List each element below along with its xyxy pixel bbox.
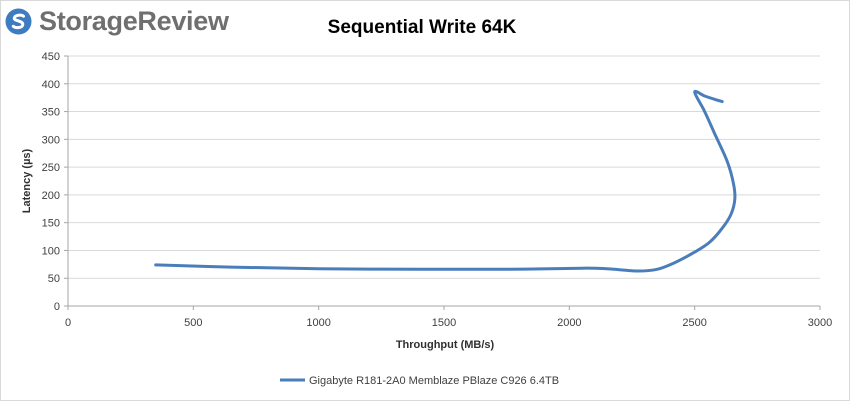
x-tick-labels: 0 500 1000 1500 2000 2500 3000 <box>65 317 832 329</box>
series-layer <box>154 89 737 273</box>
brand-icon <box>5 8 32 34</box>
legend: Gigabyte R181-2A0 Memblaze PBlaze C926 6… <box>280 375 559 387</box>
x-tick-label-1500: 1500 <box>432 317 456 329</box>
chart-title: Sequential Write 64K <box>328 17 517 38</box>
y-axis-title: Latency (µs) <box>21 148 33 213</box>
x-tick-label-0: 0 <box>65 317 71 329</box>
y-tick-label-0: 0 <box>54 301 60 313</box>
y-tick-label-300: 300 <box>42 134 60 146</box>
y-tick-label-450: 450 <box>42 51 60 63</box>
y-tick-label-250: 250 <box>42 162 60 174</box>
axes <box>64 55 821 310</box>
x-tick-label-500: 500 <box>184 317 202 329</box>
legend-label: Gigabyte R181-2A0 Memblaze PBlaze C926 6… <box>309 375 559 387</box>
grid-lines <box>68 55 820 279</box>
x-tick-label-2000: 2000 <box>557 317 581 329</box>
y-tick-label-150: 150 <box>42 218 60 230</box>
y-tick-label-350: 350 <box>42 107 60 119</box>
x-axis-title: Throughput (MB/s) <box>396 339 495 351</box>
y-tick-label-100: 100 <box>42 245 60 257</box>
y-tick-labels: 0 50 100 150 200 250 300 350 400 450 <box>42 51 60 313</box>
x-tick-label-2500: 2500 <box>682 317 706 329</box>
x-tick-label-1000: 1000 <box>306 317 330 329</box>
x-tick-label-3000: 3000 <box>808 317 832 329</box>
y-tick-label-200: 200 <box>42 190 60 202</box>
y-tick-label-50: 50 <box>48 273 60 285</box>
brand-logo: StorageReview <box>5 3 229 39</box>
y-tick-label-400: 400 <box>42 79 60 91</box>
series-line-0 <box>154 89 737 273</box>
brand-name: StorageReview <box>39 5 229 36</box>
